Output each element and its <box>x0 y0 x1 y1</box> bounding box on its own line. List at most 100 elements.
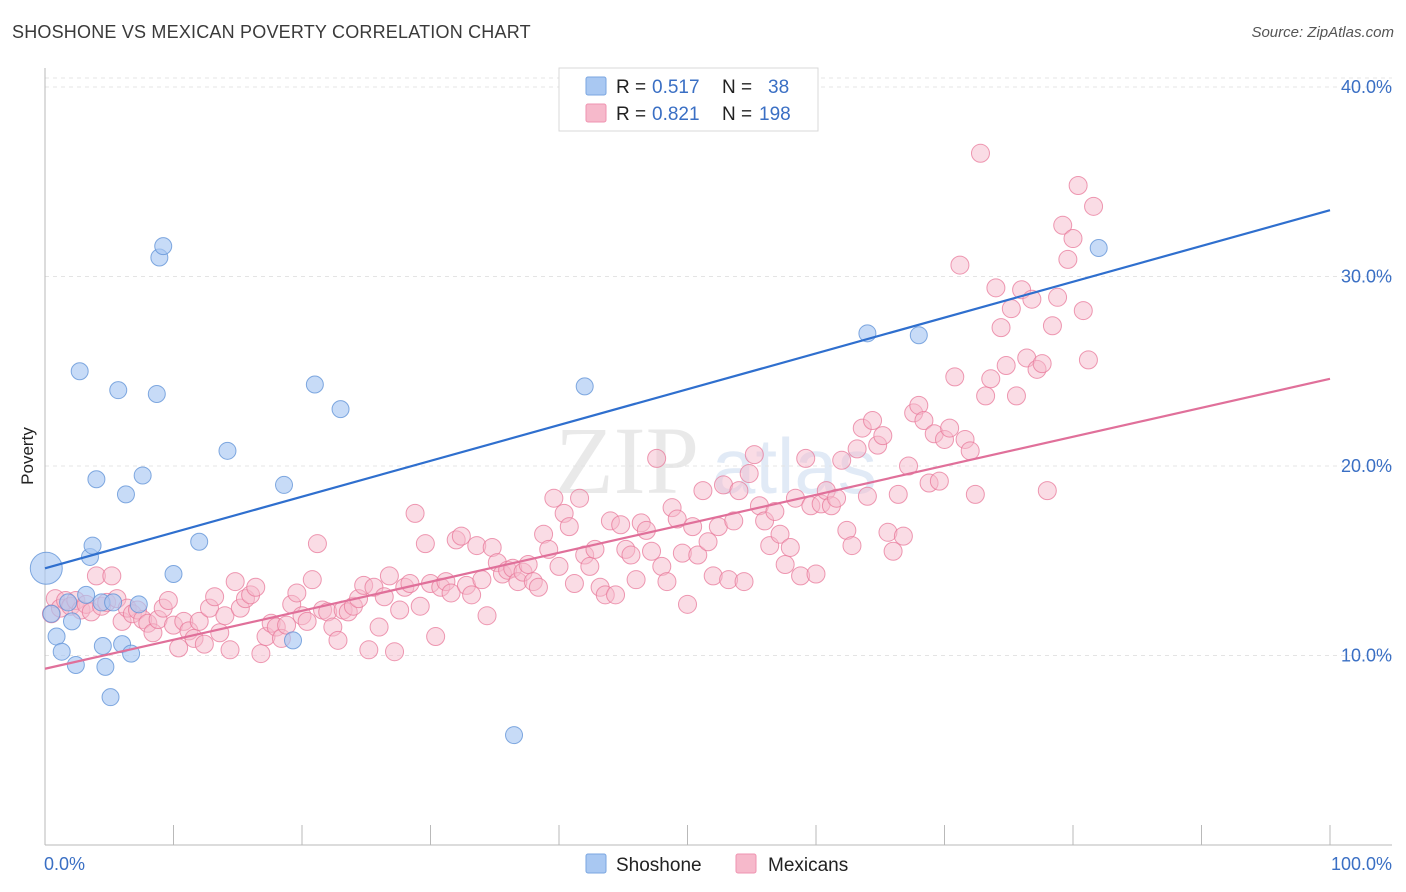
mexicans-point <box>390 600 410 620</box>
mexicans-point <box>549 556 569 576</box>
mexicans-point <box>863 410 883 430</box>
legend-swatch-shoshone <box>585 76 607 96</box>
legend-n-value-2: 198 <box>759 104 791 125</box>
mexicans-point <box>580 556 600 576</box>
series-legend-label-shoshone: Shoshone <box>616 855 702 876</box>
mexicans-point <box>893 526 913 546</box>
mexicans-point <box>770 524 790 544</box>
legend-swatch-mexicans <box>585 103 607 123</box>
y-tick-label-20: 20.0% <box>1341 456 1392 476</box>
mexicans-point <box>477 606 497 626</box>
mexicans-point <box>1042 316 1062 336</box>
legend-n-label-1: N = <box>722 77 752 98</box>
mexicans-point <box>225 572 245 592</box>
shoshone-trend-line <box>44 209 1331 570</box>
mexicans-point <box>636 520 656 540</box>
mexicans-point <box>1006 386 1026 406</box>
mexicans-point <box>564 573 584 593</box>
mexicans-point <box>215 606 235 626</box>
shoshone-point <box>101 688 120 707</box>
mexicans-point <box>287 583 307 603</box>
mexicans-point <box>950 255 970 275</box>
mexicans-point <box>205 587 225 607</box>
y-tick-labels: 10.0% 20.0% 30.0% 40.0% <box>1341 77 1392 666</box>
source-credit: Source: ZipAtlas.com <box>1251 24 1394 41</box>
mexicans-point <box>678 594 697 614</box>
mexicans-point <box>847 439 867 459</box>
mexicans-point <box>1063 229 1083 249</box>
mexicans-point <box>806 564 826 584</box>
mexicans-point <box>796 448 816 468</box>
shoshone-point <box>133 466 152 485</box>
legend-n-label-2: N = <box>722 104 752 125</box>
x-tick-label-min: 0.0% <box>44 854 85 874</box>
mexicans-point <box>960 441 980 461</box>
shoshone-point <box>147 384 166 403</box>
mexicans-point <box>1058 249 1078 269</box>
legend-r-label-2: R = <box>616 104 646 125</box>
mexicans-point <box>462 585 482 605</box>
mexicans-point <box>1048 287 1068 307</box>
shoshone-point <box>1089 239 1108 258</box>
mexicans-point <box>385 642 405 662</box>
mexicans-point <box>929 471 949 491</box>
x-axis-ticks <box>44 825 1331 845</box>
mexicans-point <box>883 541 903 561</box>
mexicans-point <box>472 570 492 590</box>
y-tick-label-30: 30.0% <box>1341 266 1392 286</box>
mexicans-point <box>1084 196 1104 216</box>
mexicans-point <box>451 526 471 546</box>
shoshone-point <box>575 377 594 396</box>
shoshone-point <box>59 593 78 612</box>
shoshone-point <box>275 475 294 494</box>
mexicans-point <box>570 488 590 508</box>
shoshone-point <box>83 536 102 555</box>
mexicans-point <box>415 534 435 554</box>
shoshone-point <box>129 595 148 614</box>
mexicans-point <box>400 573 420 593</box>
mexicans-point <box>657 572 677 592</box>
mexicans-point <box>359 640 379 660</box>
mexicans-point <box>1053 215 1073 235</box>
mexicans-point <box>441 583 461 603</box>
mexicans-point <box>426 627 446 647</box>
shoshone-point <box>96 657 115 676</box>
mexicans-point <box>744 445 764 465</box>
shoshone-point <box>190 532 209 551</box>
shoshone-point <box>305 375 324 394</box>
mexicans-point <box>410 596 430 616</box>
mexicans-point <box>210 623 230 643</box>
x-tick-label-max: 100.0% <box>1331 854 1392 874</box>
shoshone-point <box>109 381 128 400</box>
series-legend-label-mexicans: Mexicans <box>768 855 848 876</box>
mexicans-point <box>1032 354 1052 374</box>
mexicans-point <box>976 386 996 406</box>
mexicans-point <box>693 481 713 501</box>
correlation-legend: R = 0.517 N = 38 R = 0.821 N = 198 <box>558 67 819 132</box>
mexicans-point <box>1068 175 1088 195</box>
mexicans-point <box>724 511 744 531</box>
mexicans-point <box>996 356 1016 376</box>
mexicans-point <box>169 638 189 658</box>
mexicans-point <box>405 503 425 523</box>
shoshone-point <box>218 441 237 460</box>
mexicans-point <box>220 640 240 660</box>
y-axis-label: Poverty <box>18 427 37 485</box>
legend-r-value-2: 0.821 <box>652 104 700 125</box>
mexicans-point <box>698 532 718 552</box>
shoshone-point <box>66 655 85 674</box>
mexicans-point <box>991 318 1011 338</box>
legend-r-label-1: R = <box>616 77 646 98</box>
mexicans-point <box>775 555 795 575</box>
mexicans-point <box>606 585 626 605</box>
mexicans-point <box>1078 350 1098 370</box>
mexicans-point <box>986 278 1006 298</box>
chart-title: SHOSHONE VS MEXICAN POVERTY CORRELATION … <box>12 22 531 42</box>
mexicans-point <box>102 566 122 586</box>
mexicans-point <box>642 541 662 561</box>
mexicans-point <box>328 630 348 650</box>
mexicans-point <box>626 570 646 590</box>
shoshone-point <box>62 612 81 631</box>
shoshone-point <box>104 593 123 612</box>
shoshone-point <box>87 470 106 489</box>
